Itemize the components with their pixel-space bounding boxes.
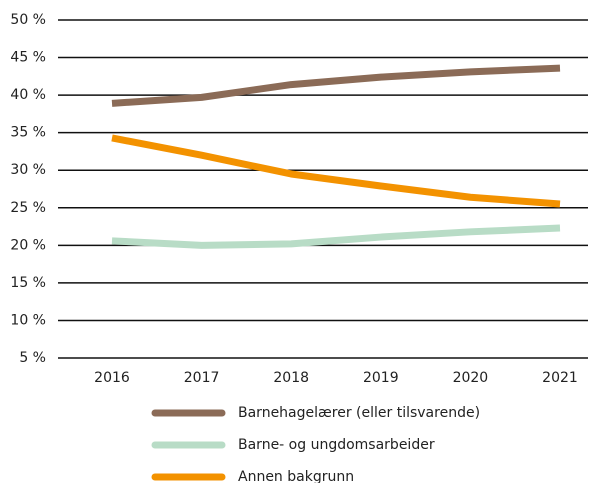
y-tick-label: 15 %: [10, 275, 46, 291]
x-tick-label: 2017: [184, 370, 220, 386]
y-tick-label: 45 %: [10, 50, 46, 66]
y-tick-label: 35 %: [10, 125, 46, 141]
series-line: [111, 134, 561, 208]
legend-label: Annen bakgrunn: [238, 469, 354, 483]
y-tick-label: 20 %: [10, 237, 46, 253]
x-tick-label: 2020: [453, 370, 489, 386]
x-tick-label: 2021: [542, 370, 578, 386]
y-tick-label: 25 %: [10, 200, 46, 216]
series-line: [111, 224, 561, 249]
series-line: [111, 64, 561, 107]
x-tick-label: 2018: [273, 370, 309, 386]
y-tick-label: 30 %: [10, 162, 46, 178]
legend-label: Barnehagelærer (eller tilsvarende): [238, 405, 480, 421]
y-tick-label: 10 %: [10, 312, 46, 328]
y-tick-label: 40 %: [10, 87, 46, 103]
y-tick-label: 5 %: [19, 350, 46, 366]
legend-label: Barne- og ungdomsarbeider: [238, 437, 435, 453]
x-tick-label: 2016: [94, 370, 130, 386]
y-tick-label: 50 %: [10, 12, 46, 28]
x-tick-label: 2019: [363, 370, 399, 386]
